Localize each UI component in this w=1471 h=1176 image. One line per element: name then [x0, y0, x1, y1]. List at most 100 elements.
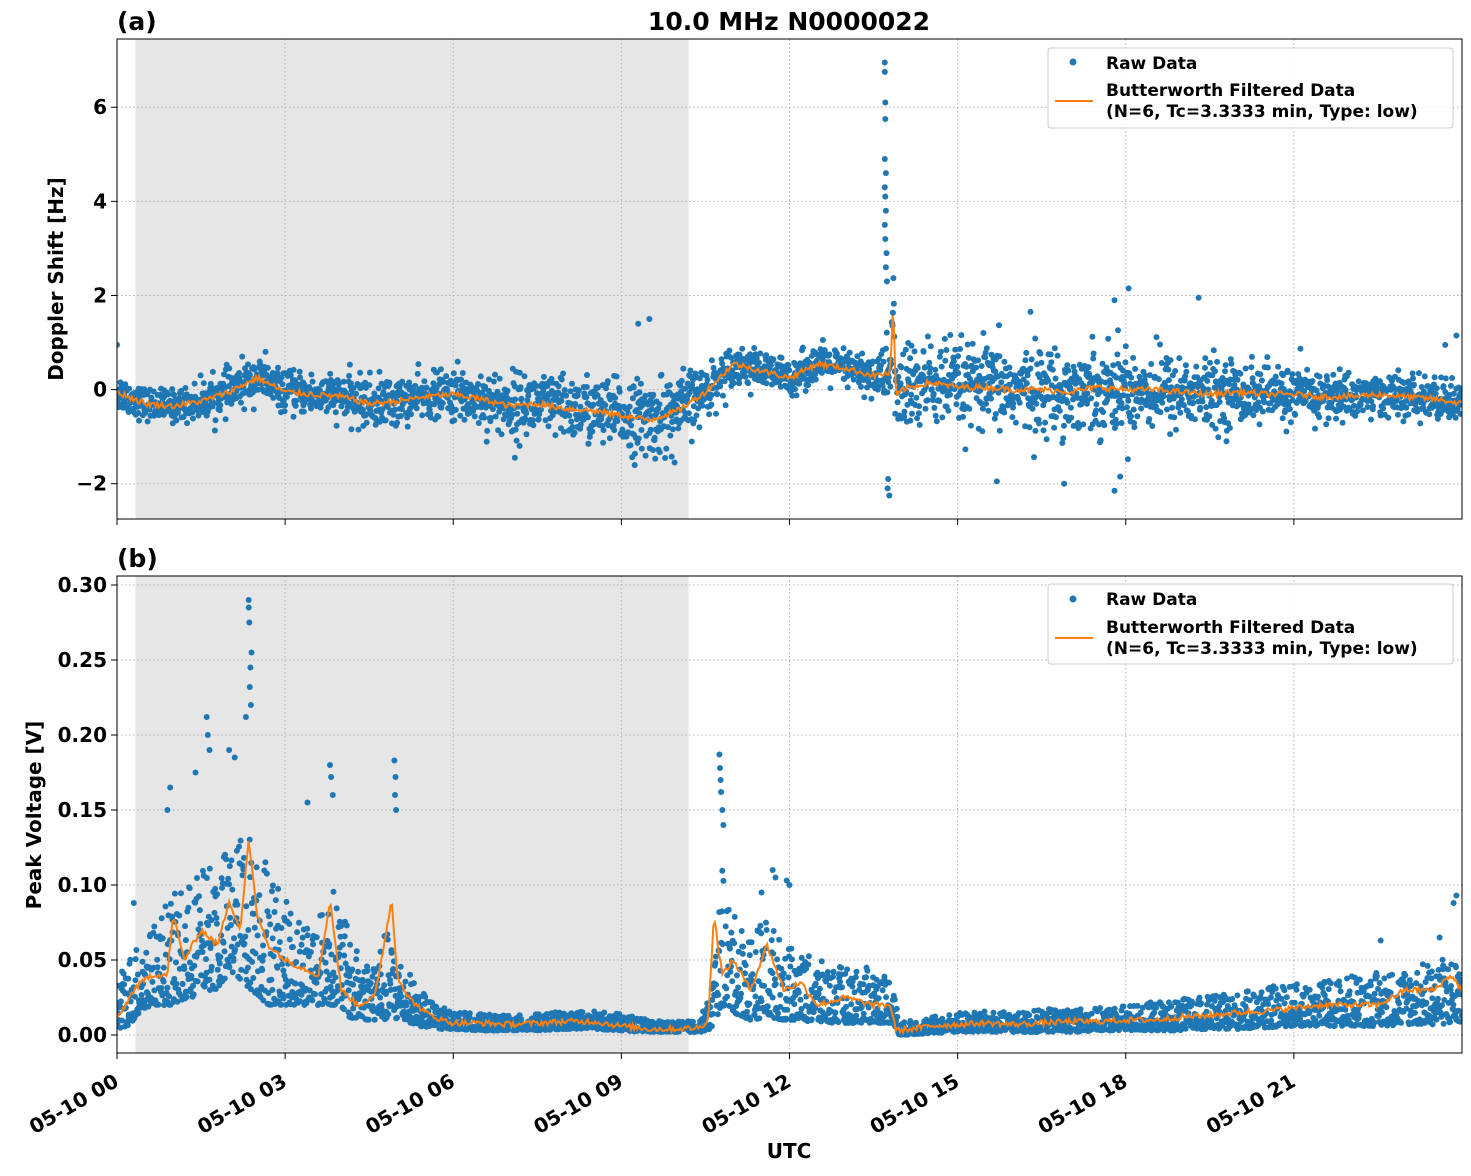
raw-point [1323, 421, 1329, 427]
raw-point [255, 933, 261, 939]
raw-point [389, 950, 395, 956]
raw-point [1159, 400, 1165, 406]
raw-point [182, 385, 188, 391]
raw-point [1080, 421, 1086, 427]
raw-point [1337, 366, 1343, 372]
raw-point [355, 969, 361, 975]
raw-point [472, 413, 478, 419]
raw-point [161, 979, 167, 985]
raw-point [1215, 434, 1221, 440]
raw-point [736, 380, 742, 386]
raw-point [643, 453, 649, 459]
raw-point [805, 382, 811, 388]
raw-point [270, 935, 276, 941]
raw-point [353, 391, 359, 397]
raw-point [884, 330, 890, 336]
raw-point [1131, 407, 1137, 413]
raw-point [1010, 401, 1016, 407]
raw-point [909, 343, 915, 349]
raw-point [266, 913, 272, 919]
raw-point [1064, 362, 1070, 368]
raw-point [1064, 400, 1070, 406]
raw-point [180, 981, 186, 987]
raw-point [1202, 355, 1208, 361]
raw-point [268, 977, 274, 983]
raw-point [251, 406, 257, 412]
raw-point [294, 929, 300, 935]
raw-point [1292, 412, 1298, 418]
raw-point [185, 905, 191, 911]
raw-point [279, 381, 285, 387]
raw-point [256, 892, 262, 898]
raw-point [753, 949, 759, 955]
raw-point [341, 953, 347, 959]
raw-point [816, 991, 822, 997]
raw-point [614, 418, 620, 424]
raw-point [1237, 371, 1243, 377]
raw-point [334, 905, 340, 911]
raw-point [1206, 413, 1212, 419]
raw-point [820, 337, 826, 343]
raw-point [1166, 377, 1172, 383]
raw-point [407, 972, 413, 978]
raw-point [614, 374, 620, 380]
raw-point [145, 419, 151, 425]
raw-point [805, 962, 811, 968]
raw-point [973, 365, 979, 371]
raw-point [786, 367, 792, 373]
raw-point [631, 385, 637, 391]
raw-point [845, 384, 851, 390]
raw-point [1013, 420, 1019, 426]
raw-point [1130, 355, 1136, 361]
raw-point [657, 401, 663, 407]
raw-point [713, 411, 719, 417]
raw-point [221, 940, 227, 946]
raw-point [970, 341, 976, 347]
raw-point [1112, 488, 1118, 494]
raw-point [1068, 405, 1074, 411]
raw-point [1132, 366, 1138, 372]
raw-point [1055, 353, 1061, 359]
raw-point [638, 381, 644, 387]
raw-point [719, 868, 725, 874]
raw-point [632, 462, 638, 468]
raw-point [217, 954, 223, 960]
raw-point [372, 1017, 378, 1023]
raw-point [1157, 409, 1163, 415]
raw-point [349, 967, 355, 973]
raw-point [1214, 359, 1220, 365]
raw-point [1041, 427, 1047, 433]
raw-point [997, 353, 1003, 359]
raw-point [323, 960, 329, 966]
raw-point [1045, 378, 1051, 384]
raw-point [903, 347, 909, 353]
raw-point [263, 349, 269, 355]
raw-point [458, 377, 464, 383]
raw-point [1038, 360, 1044, 366]
raw-point [367, 370, 373, 376]
raw-point [580, 1009, 586, 1015]
raw-point [290, 944, 296, 950]
raw-point [1024, 380, 1030, 386]
raw-point [347, 973, 353, 979]
raw-point [1257, 421, 1263, 427]
raw-point [979, 363, 985, 369]
raw-point [242, 934, 248, 940]
raw-point [422, 994, 428, 1000]
raw-point [227, 863, 233, 869]
raw-point [882, 69, 888, 75]
raw-point [1449, 375, 1455, 381]
raw-point [497, 376, 503, 382]
raw-point [1443, 375, 1449, 381]
raw-point [1441, 383, 1447, 389]
raw-point [819, 958, 825, 964]
raw-point [781, 971, 787, 977]
raw-point [253, 950, 259, 956]
raw-point [406, 380, 412, 386]
raw-point [886, 493, 892, 499]
raw-point [168, 901, 174, 907]
raw-point [513, 427, 519, 433]
raw-point [720, 878, 726, 884]
raw-point [387, 981, 393, 987]
raw-point [885, 485, 891, 491]
